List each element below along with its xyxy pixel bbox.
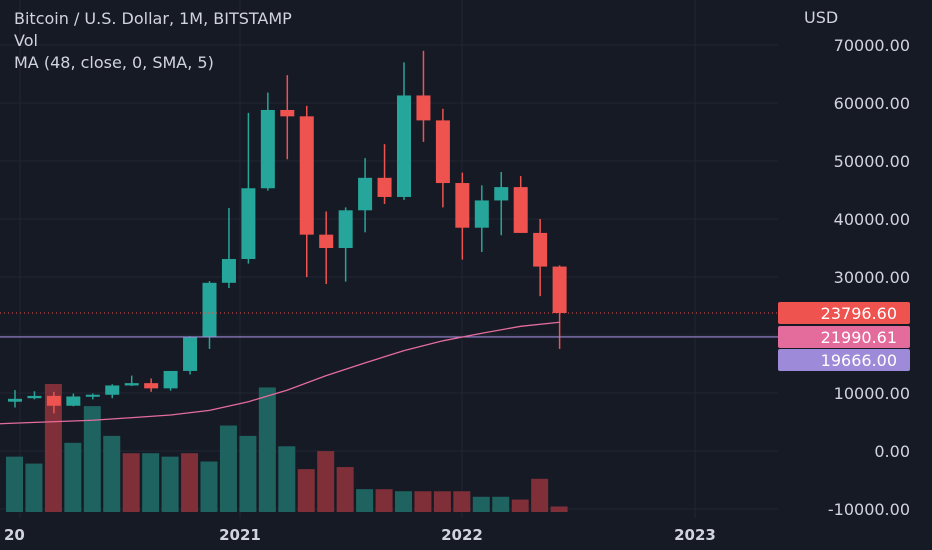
- price-badge: [778, 302, 910, 324]
- candle-body: [183, 336, 198, 371]
- volume-bar: [492, 496, 510, 512]
- volume-bar: [44, 384, 62, 512]
- volume-bar: [142, 453, 160, 512]
- candle-body: [474, 200, 489, 228]
- candle-body: [202, 282, 217, 337]
- volume-bar: [181, 453, 199, 512]
- candle-body: [124, 383, 139, 386]
- candle-body: [338, 210, 353, 248]
- time-axis[interactable]: 20 2021 2022 2023: [4, 526, 716, 544]
- currency-label: USD: [804, 8, 838, 27]
- volume-bar: [297, 469, 315, 512]
- candle-body: [552, 266, 567, 313]
- volume-bar: [219, 425, 237, 512]
- volume-bar: [200, 461, 218, 512]
- price-tick-label: -10000.00: [828, 500, 910, 519]
- volume-bar: [122, 453, 140, 512]
- volume-bar: [395, 491, 412, 512]
- volume-indicator-label[interactable]: Vol: [14, 31, 38, 50]
- candle-body: [377, 177, 392, 197]
- volume-bar: [239, 435, 257, 512]
- time-tick-label: 20: [4, 526, 25, 544]
- candle-body: [144, 383, 159, 389]
- price-tick-label: 50000.00: [834, 152, 910, 171]
- ma-indicator-label[interactable]: MA (48, close, 0, SMA, 5): [14, 53, 214, 72]
- price-badges: 23796.60 21990.61 19666.00: [778, 302, 910, 371]
- price-axis[interactable]: USD 70000.00 60000.00 50000.00 40000.00 30000…: [804, 8, 910, 519]
- candle-body: [280, 109, 295, 117]
- candle-body: [299, 116, 314, 235]
- price-tick-label: 70000.00: [834, 36, 910, 55]
- candle-body: [66, 396, 81, 406]
- candle-body: [85, 394, 100, 397]
- volume-bar: [258, 387, 276, 512]
- volume-bar: [433, 491, 451, 512]
- candle-body: [241, 188, 256, 260]
- price-tick-label: 30000.00: [834, 268, 910, 287]
- volume-bar: [453, 491, 471, 512]
- price-tick-label: 0.00: [874, 442, 910, 461]
- volume-bars: [6, 384, 568, 512]
- volume-bar: [25, 463, 43, 512]
- price-badge-label: 23796.60: [821, 304, 897, 323]
- candle-body: [163, 370, 178, 389]
- symbol-title[interactable]: Bitcoin / U.S. Dollar, 1M, BITSTAMP: [14, 9, 292, 28]
- volume-bar: [550, 506, 568, 512]
- candle-body: [105, 385, 120, 395]
- candle-body: [455, 183, 470, 228]
- volume-bar: [317, 451, 335, 512]
- volume-bar: [103, 435, 121, 512]
- candle-body: [533, 232, 548, 267]
- time-tick-label: 2021: [219, 526, 261, 544]
- moving-average-line: [0, 321, 560, 425]
- price-badge: [778, 326, 910, 348]
- candle-body: [397, 95, 411, 197]
- price-tick-label: 10000.00: [834, 384, 910, 403]
- volume-bar: [83, 406, 101, 512]
- time-tick-label: 2023: [674, 526, 716, 544]
- overlay-lines: [0, 312, 778, 425]
- candle-body: [358, 177, 373, 211]
- volume-bar: [278, 446, 296, 512]
- volume-bar: [161, 456, 179, 512]
- price-tick-label: 40000.00: [834, 210, 910, 229]
- price-badge: [778, 349, 910, 371]
- price-badge-label: 19666.00: [821, 351, 897, 370]
- volume-bar: [414, 491, 432, 512]
- candle-body: [46, 395, 61, 406]
- volume-bar: [336, 467, 354, 512]
- candle-body: [494, 187, 509, 201]
- candle-body: [416, 95, 431, 121]
- price-tick-label: 60000.00: [834, 94, 910, 113]
- time-tick-label: 2022: [441, 526, 483, 544]
- candle-body: [435, 120, 450, 184]
- volume-bar: [375, 489, 393, 512]
- volume-bar: [6, 456, 23, 512]
- candle-body: [260, 109, 275, 189]
- volume-bar: [511, 499, 529, 512]
- candle-body: [319, 234, 334, 248]
- chart-legend: Bitcoin / U.S. Dollar, 1M, BITSTAMP Vol …: [14, 8, 292, 74]
- candle-body: [221, 259, 236, 283]
- price-badge-label: 21990.61: [821, 328, 897, 347]
- candlestick-series: [8, 50, 567, 414]
- volume-bar: [472, 496, 490, 512]
- volume-bar: [356, 489, 374, 512]
- candle-body: [513, 187, 528, 233]
- volume-bar: [531, 478, 549, 512]
- volume-bar: [64, 442, 82, 512]
- candle-body: [8, 398, 22, 402]
- candle-body: [27, 395, 42, 399]
